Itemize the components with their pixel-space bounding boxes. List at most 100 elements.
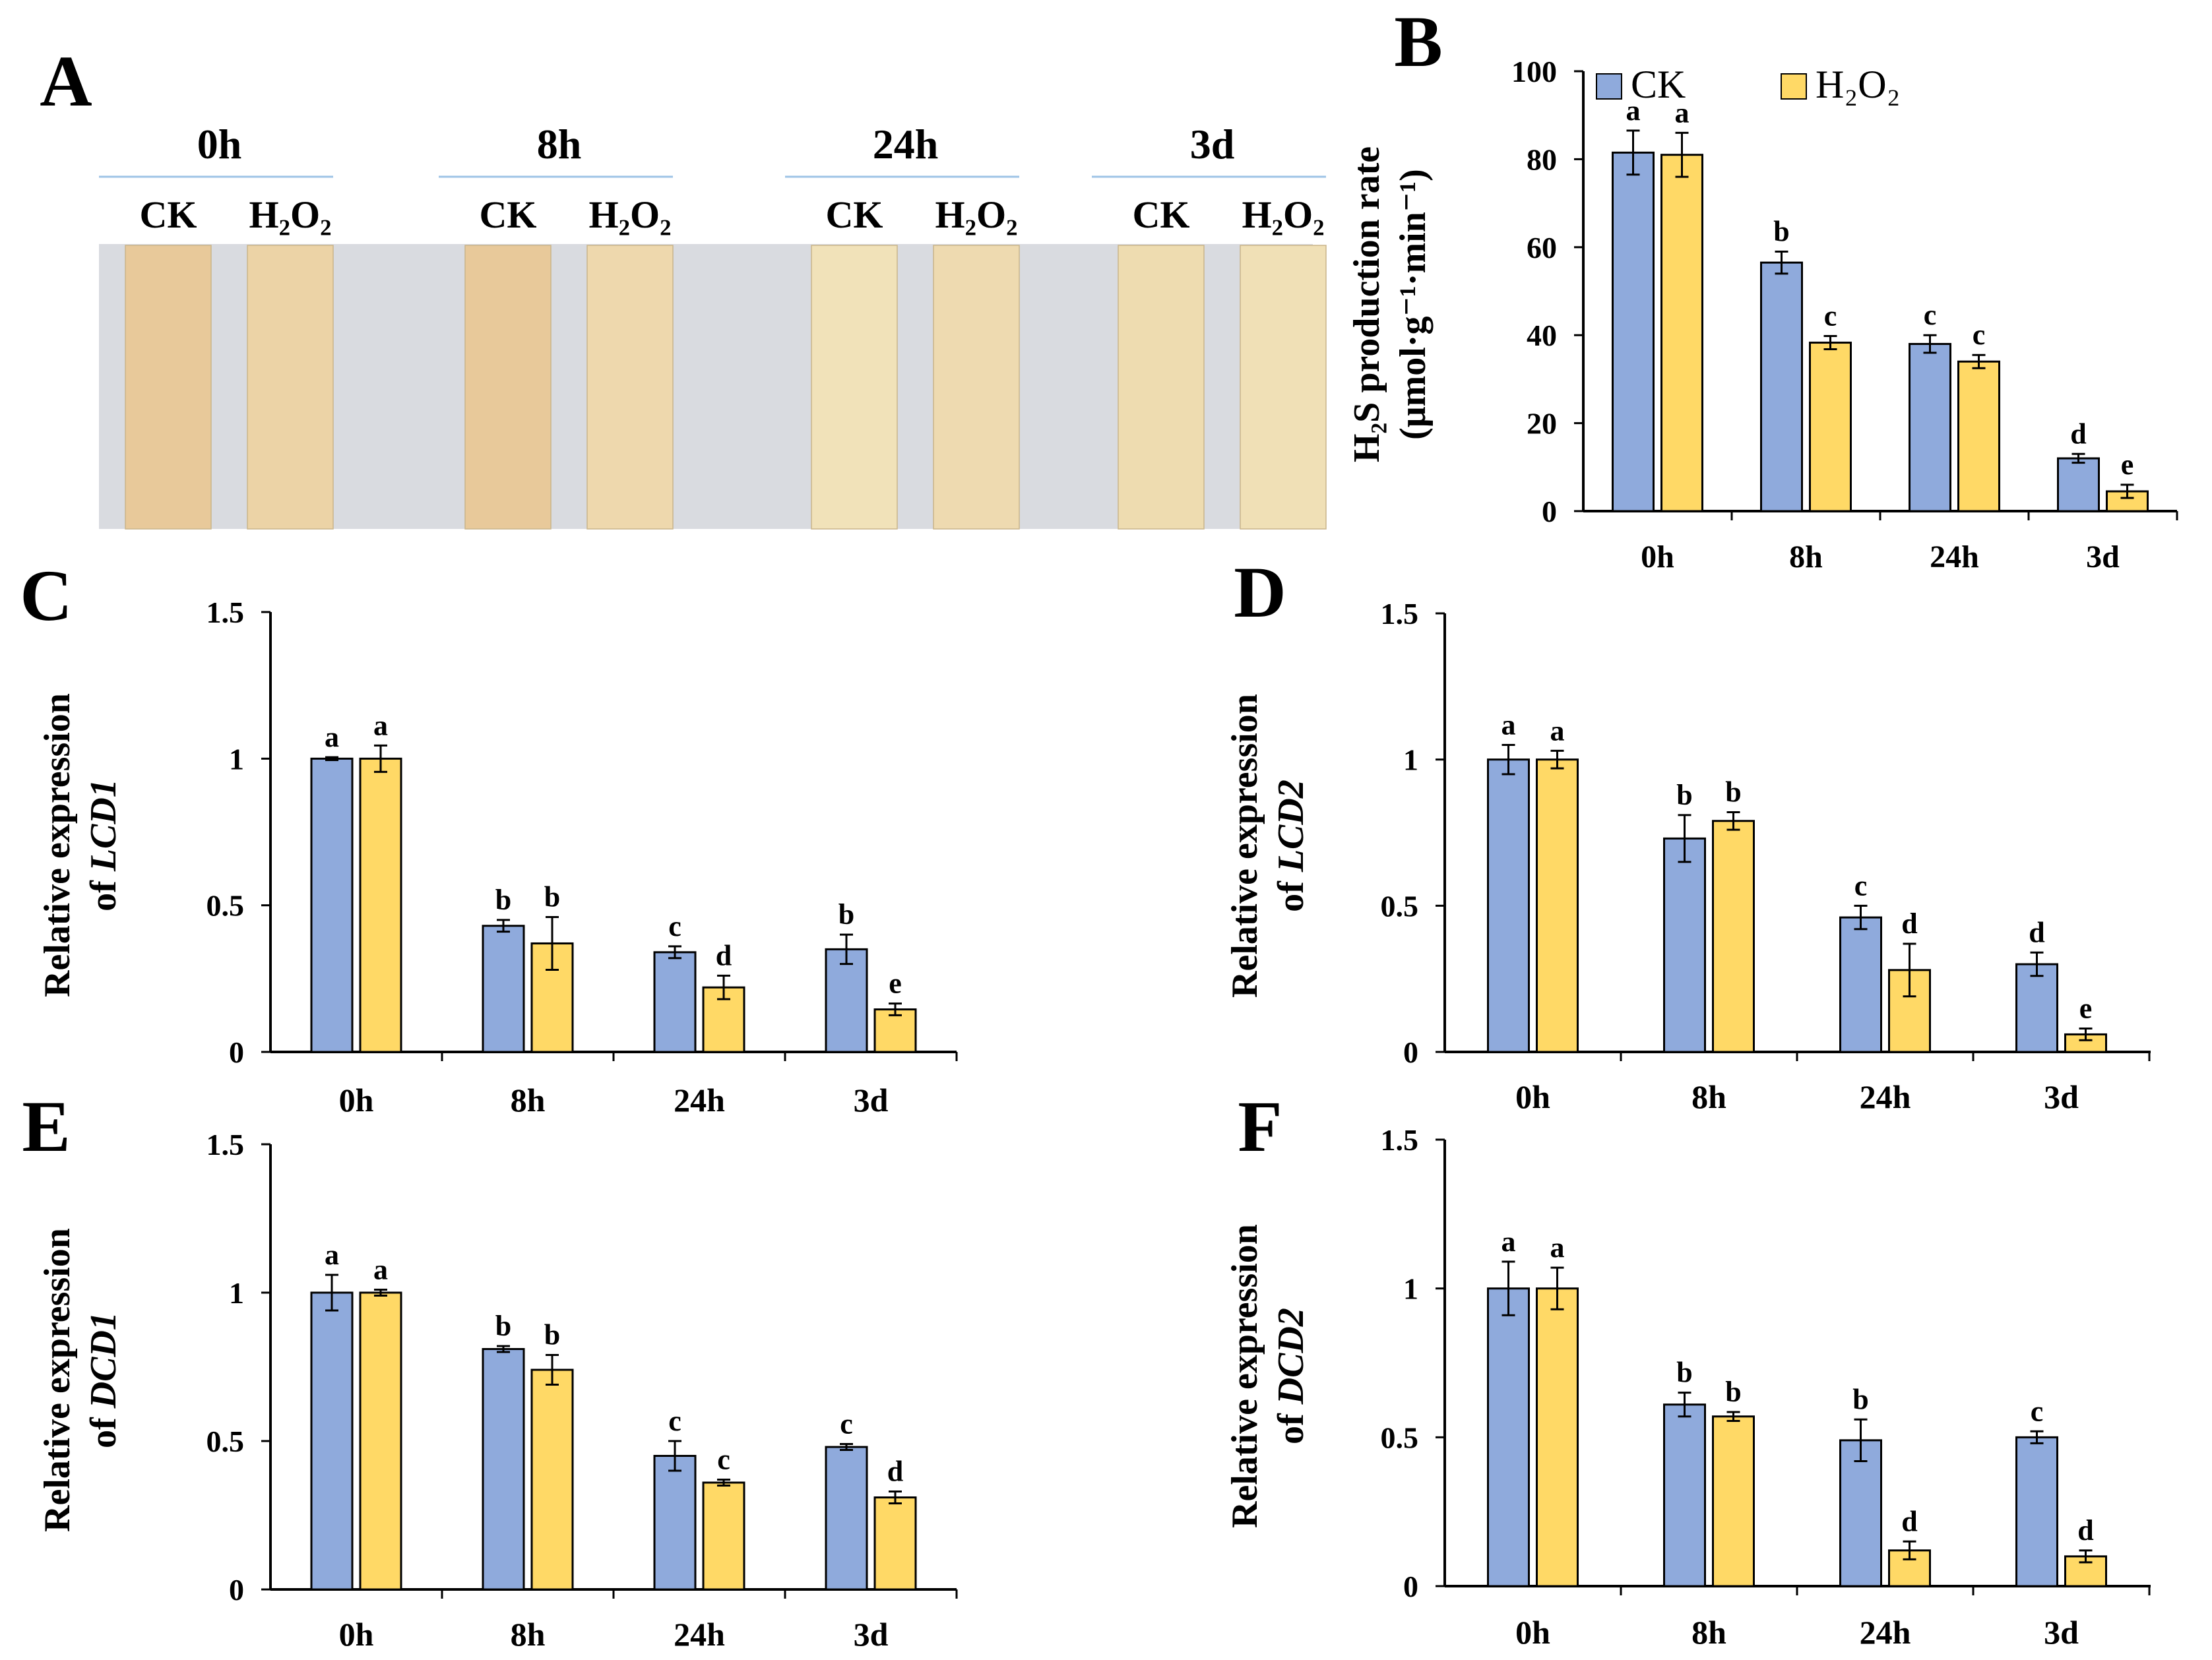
x-tick-label-0h: 0h — [1515, 1614, 1550, 1651]
bar-ck — [1760, 261, 1803, 512]
y-tick-label: 0.5 — [206, 889, 245, 923]
y-tick-label: 0.5 — [1381, 889, 1419, 923]
bar-ck — [2015, 1436, 2058, 1587]
x-tick-label-8h: 8h — [511, 1082, 546, 1119]
bar-ck — [1487, 758, 1530, 1053]
y-tick-label: 0 — [229, 1035, 244, 1069]
x-tick-label-24h: 24h — [1860, 1614, 1911, 1651]
bar-h2o2 — [702, 986, 745, 1053]
significance-letter: c — [1924, 299, 1937, 331]
y-tick-label: 0 — [229, 1573, 244, 1607]
significance-letter: d — [716, 939, 732, 971]
bar-ck — [2015, 963, 2058, 1053]
panel-c-chart: C 0 0.5 1 1.5 0h 8h 24h 3d a b c b a b d e Relative expre… — [20, 555, 958, 1119]
significance-letter: a — [325, 1239, 339, 1271]
y-axis-label-gene: LCD1 — [83, 779, 124, 872]
bar-ck — [1839, 916, 1882, 1053]
bar-h2o2 — [1536, 1287, 1579, 1587]
x-tick-label-24h: 24h — [674, 1082, 725, 1119]
significance-letter: e — [2121, 448, 2134, 481]
x-tick-label-8h: 8h — [1789, 539, 1823, 574]
bar-ck — [1909, 343, 1951, 512]
test-strip — [247, 245, 334, 530]
bar-h2o2 — [359, 1291, 402, 1591]
significance-letter: d — [1901, 1505, 1917, 1537]
y-axis-label-line1: Relative expression — [37, 1228, 78, 1532]
y-axis-label-line2: of LCD2 — [1271, 780, 1311, 912]
treatment-label-ck: CK — [826, 193, 883, 236]
bar-ck — [1487, 1287, 1530, 1587]
test-strip — [586, 245, 674, 530]
bar-h2o2 — [1809, 342, 1852, 512]
significance-letter: e — [889, 968, 902, 1000]
y-tick-label: 1.5 — [206, 1128, 245, 1161]
panel-e-chart: E 0 0.5 1 1.5 0h 8h 24h 3d a b c c a b c d Relative expre… — [22, 1086, 958, 1653]
x-tick-label-8h: 8h — [511, 1616, 546, 1653]
panel-f-chart: F 0 0.5 1 1.5 0h 8h 24h 3d a b b c a b d d Relative expre… — [1224, 1086, 2151, 1651]
y-tick-label: 80 — [1527, 142, 1557, 176]
y-axis-label-prefix: of — [1271, 872, 1311, 912]
panel-label-f: F — [1238, 1086, 1282, 1167]
y-tick-label: 1 — [1403, 743, 1418, 777]
y-axis-label-line2: of DCD1 — [83, 1312, 124, 1448]
y-axis-label-line1: Relative expression — [1224, 694, 1265, 998]
significance-letter: d — [2077, 1514, 2093, 1547]
bar-h2o2 — [1712, 820, 1755, 1053]
significance-letter: a — [1501, 709, 1516, 741]
test-strip — [933, 245, 1020, 530]
y-tick-label: 0 — [1403, 1035, 1418, 1069]
bar-ck — [1839, 1439, 1882, 1587]
y-tick-label: 0 — [1403, 1570, 1418, 1603]
bar-h2o2 — [359, 757, 402, 1053]
test-strip — [1118, 245, 1205, 530]
x-tick-label-24h: 24h — [674, 1616, 725, 1653]
x-tick-label-3d: 3d — [854, 1082, 889, 1119]
y-tick-label: 20 — [1527, 407, 1557, 441]
significance-letter: c — [668, 1405, 681, 1437]
significance-letter: d — [887, 1456, 903, 1488]
y-axis-label-prefix: of — [83, 871, 124, 911]
significance-letter: b — [544, 880, 560, 913]
significance-letter: a — [373, 709, 388, 741]
bar-h2o2 — [1712, 1415, 1755, 1587]
treatment-label-ck: CK — [1133, 193, 1190, 236]
x-tick-label-3d: 3d — [854, 1616, 889, 1653]
legend-swatch-h2o2 — [1781, 73, 1807, 100]
bar-ck — [825, 1446, 868, 1591]
bar-ck — [653, 1455, 697, 1591]
y-tick-label: 1 — [229, 1276, 244, 1310]
bar-ck — [653, 951, 697, 1053]
x-tick-label-3d: 3d — [2044, 1614, 2079, 1651]
bar-ck — [482, 1348, 525, 1591]
significance-letter: b — [1725, 1376, 1741, 1408]
bar-ck — [1612, 151, 1655, 512]
significance-letter: a — [325, 721, 339, 753]
test-strip — [464, 245, 552, 530]
significance-letter: b — [495, 1310, 511, 1342]
panel-label-c: C — [20, 555, 72, 636]
significance-letter: c — [668, 910, 681, 942]
significance-letter: c — [840, 1408, 853, 1440]
bar-ck — [1663, 837, 1706, 1053]
treatment-label-h2o2: H₂O₂ — [935, 193, 1017, 236]
bar-ck — [2057, 457, 2100, 512]
panel-b-chart: B 0 20 40 60 80 100 0h 8h 24h 3d a b c d a c c e H₂S produc… — [1346, 1, 2178, 574]
y-tick-label: 0 — [1542, 495, 1557, 528]
y-axis-label-line2: (μmol·g⁻¹·min⁻¹) — [1393, 169, 1434, 440]
y-axis-label-prefix: of — [1271, 1404, 1311, 1444]
panel-label-e: E — [22, 1086, 70, 1167]
treatment-label-ck: CK — [140, 193, 197, 236]
treatment-label-h2o2: H₂O₂ — [588, 193, 671, 236]
x-tick-label-3d: 3d — [2044, 1078, 2079, 1115]
x-tick-label-24h: 24h — [1860, 1078, 1911, 1115]
significance-letter: e — [2079, 993, 2093, 1025]
x-tick-label-8h: 8h — [1691, 1078, 1726, 1115]
bar-h2o2 — [702, 1481, 745, 1591]
bar-h2o2 — [873, 1496, 917, 1591]
bar-h2o2 — [530, 1368, 574, 1591]
x-tick-label-0h: 0h — [339, 1616, 374, 1653]
treatment-label-ck: CK — [480, 193, 537, 236]
bar-ck — [1663, 1403, 1706, 1587]
legend-label-h2o2: H₂O₂ — [1816, 63, 1901, 106]
